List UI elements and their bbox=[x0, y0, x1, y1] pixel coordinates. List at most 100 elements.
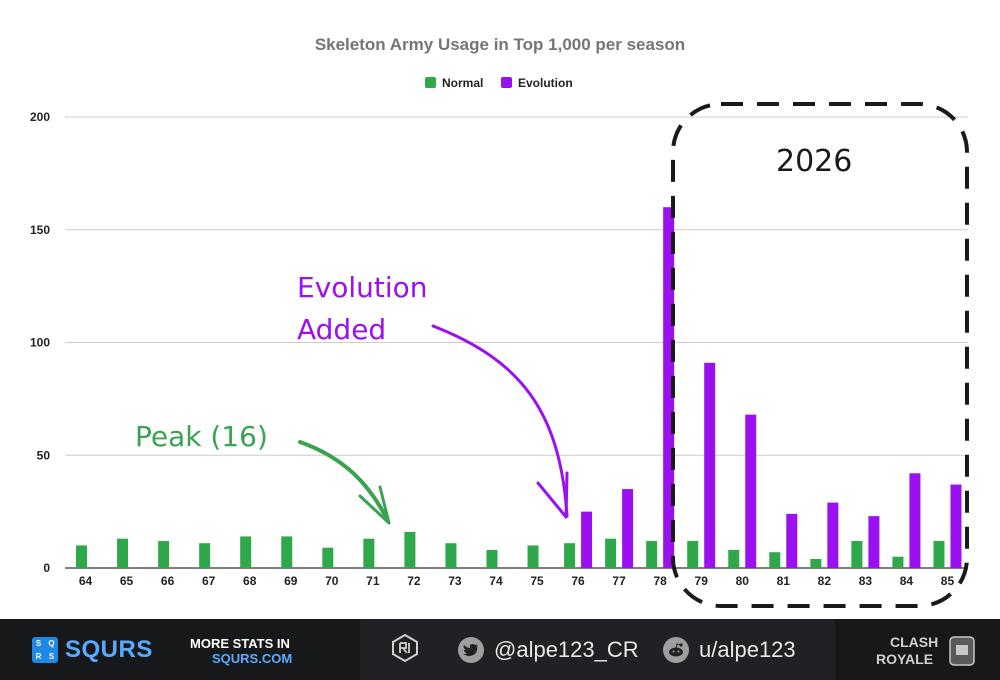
y-tick-label: 150 bbox=[30, 223, 50, 237]
more-stats-link[interactable]: MORE STATS IN SQURS.COM bbox=[190, 636, 292, 666]
legend-swatch-evolution bbox=[501, 77, 512, 88]
annotation-peak: Peak (16) bbox=[135, 420, 391, 525]
game-logo-emblem-mark bbox=[956, 645, 968, 655]
brand-name: SQURS bbox=[65, 636, 153, 663]
x-tick-label: 81 bbox=[777, 574, 791, 588]
x-tick-label: 78 bbox=[653, 574, 667, 588]
x-tick-label: 73 bbox=[448, 574, 462, 588]
bar-evolution-77 bbox=[622, 489, 634, 568]
bar-normal-82 bbox=[810, 558, 822, 568]
bar-evolution-83 bbox=[868, 516, 880, 568]
annotation-evolution: Evolution Added bbox=[297, 271, 569, 519]
x-tick-label: 84 bbox=[900, 574, 914, 588]
x-tick-label: 69 bbox=[284, 574, 298, 588]
legend: Normal Evolution bbox=[425, 76, 573, 90]
brand-logo-icon: S Q R S bbox=[32, 637, 58, 663]
brand-logo[interactable]: S Q R S SQURS bbox=[32, 636, 153, 664]
bar-normal-77 bbox=[605, 538, 617, 568]
x-tick-label: 72 bbox=[407, 574, 421, 588]
x-tick-label: 82 bbox=[818, 574, 832, 588]
bar-evolution-84 bbox=[909, 473, 921, 568]
y-tick-label: 50 bbox=[37, 448, 51, 462]
bar-normal-69 bbox=[281, 536, 293, 568]
brand-box-letter: Q bbox=[48, 639, 55, 648]
annotation-evolution-arrowhead bbox=[536, 471, 569, 519]
bar-evolution-78 bbox=[663, 207, 675, 568]
bar-normal-78 bbox=[646, 540, 658, 568]
x-axis: 64 65 66 67 68 69 70 71 72 73 74 75 76 77 78 79 80 81 82 83… bbox=[79, 574, 955, 588]
bar-evolution-81 bbox=[786, 513, 798, 568]
annotation-peak-arrowhead bbox=[358, 485, 391, 525]
footer-bar: S Q R S SQURS MORE STATS IN SQURS.COM @a… bbox=[0, 619, 1000, 680]
author-emblem-icon bbox=[392, 633, 418, 663]
bar-normal-66 bbox=[158, 540, 170, 568]
bar-normal-85 bbox=[933, 540, 945, 568]
brand-box-letter: S bbox=[35, 639, 42, 648]
bar-normal-79 bbox=[687, 540, 699, 568]
reddit-handle[interactable]: u/alpe123 bbox=[663, 637, 796, 663]
bar-normal-76 bbox=[564, 543, 576, 568]
footer-left-panel bbox=[0, 619, 360, 680]
game-logo-line2: ROYALE bbox=[876, 651, 933, 667]
twitter-handle-text: @alpe123_CR bbox=[494, 637, 639, 662]
bar-normal-64 bbox=[76, 545, 88, 568]
x-tick-label: 68 bbox=[243, 574, 257, 588]
more-stats-line1: MORE STATS IN bbox=[190, 636, 290, 651]
bar-normal-73 bbox=[445, 543, 457, 568]
x-tick-label: 67 bbox=[202, 574, 216, 588]
bar-evolution-79 bbox=[704, 362, 716, 568]
bar-normal-75 bbox=[527, 545, 539, 568]
y-axis: 0 50 100 150 200 bbox=[30, 110, 50, 575]
bar-evolution-76 bbox=[581, 511, 593, 568]
twitter-handle[interactable]: @alpe123_CR bbox=[458, 637, 639, 663]
brand-box-letter: R bbox=[35, 652, 42, 661]
bar-normal-71 bbox=[363, 538, 375, 568]
game-logo-line1: CLASH bbox=[890, 634, 938, 650]
reddit-alien-icon bbox=[663, 637, 689, 663]
chart-title: Skeleton Army Usage in Top 1,000 per sea… bbox=[315, 35, 685, 54]
bars bbox=[76, 207, 962, 568]
bar-normal-72 bbox=[404, 531, 416, 568]
x-tick-label: 79 bbox=[695, 574, 709, 588]
bar-normal-81 bbox=[769, 552, 781, 568]
clash-royale-logo: CLASH ROYALE bbox=[876, 634, 975, 667]
annotation-2026-box: 2026 bbox=[671, 102, 969, 608]
annotation-evolution-line2: Added bbox=[297, 313, 386, 346]
legend-label-normal: Normal bbox=[442, 76, 483, 90]
x-tick-label: 74 bbox=[489, 574, 503, 588]
twitter-bird-icon bbox=[458, 637, 484, 663]
annotation-2026-label: 2026 bbox=[776, 144, 852, 179]
annotation-peak-arrow bbox=[298, 440, 390, 523]
y-tick-label: 0 bbox=[43, 561, 50, 575]
x-tick-label: 66 bbox=[161, 574, 175, 588]
legend-swatch-normal bbox=[425, 77, 436, 88]
x-tick-label: 83 bbox=[859, 574, 873, 588]
x-tick-label: 77 bbox=[612, 574, 626, 588]
x-tick-label: 80 bbox=[736, 574, 750, 588]
brand-box-letter: S bbox=[48, 652, 55, 661]
bar-evolution-80 bbox=[745, 414, 757, 568]
bar-normal-74 bbox=[486, 549, 498, 568]
y-tick-label: 200 bbox=[30, 110, 50, 124]
gridlines bbox=[65, 116, 968, 569]
bar-normal-68 bbox=[240, 536, 252, 568]
bar-normal-80 bbox=[728, 549, 740, 568]
legend-label-evolution: Evolution bbox=[518, 76, 573, 90]
bar-normal-67 bbox=[199, 543, 211, 568]
bar-evolution-82 bbox=[827, 502, 839, 568]
x-tick-label: 65 bbox=[120, 574, 134, 588]
bar-normal-70 bbox=[322, 547, 334, 568]
x-tick-label: 70 bbox=[325, 574, 339, 588]
more-stats-line2: SQURS.COM bbox=[212, 651, 293, 666]
x-tick-label: 85 bbox=[941, 574, 955, 588]
reddit-handle-text: u/alpe123 bbox=[699, 637, 796, 662]
bar-normal-83 bbox=[851, 540, 863, 568]
annotation-dashed-box bbox=[671, 102, 969, 608]
x-tick-label: 71 bbox=[366, 574, 380, 588]
x-tick-label: 75 bbox=[530, 574, 544, 588]
y-tick-label: 100 bbox=[30, 336, 50, 350]
annotation-peak-text: Peak (16) bbox=[135, 420, 268, 453]
bar-normal-84 bbox=[892, 556, 904, 568]
bar-normal-65 bbox=[117, 538, 129, 568]
annotation-evolution-arrow bbox=[431, 324, 569, 518]
